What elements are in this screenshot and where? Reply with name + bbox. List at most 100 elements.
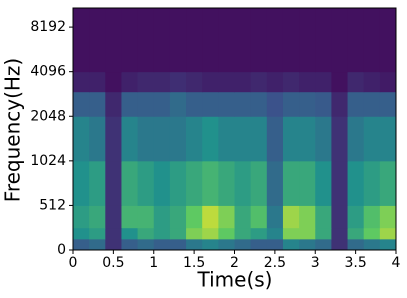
spectrogram-cell [186, 160, 203, 206]
spectrogram-cell [234, 91, 252, 117]
spectrogram-cell [299, 71, 316, 93]
spectrogram-cell [299, 8, 316, 73]
spectrogram-cell [186, 227, 203, 240]
spectrogram-cell [315, 116, 332, 162]
spectrogram-cell [137, 160, 155, 206]
x-tick-label: 1 [149, 255, 158, 271]
spectrogram-cell [299, 205, 316, 229]
spectrogram-cell [218, 205, 235, 229]
spectrogram-cell [331, 205, 349, 229]
spectrogram-cell [282, 160, 300, 206]
spectrogram-cell [121, 227, 139, 240]
spectrogram-cell [331, 238, 349, 251]
spectrogram-cell [331, 160, 349, 206]
y-axis-label: Frequency(Hz) [1, 58, 25, 202]
spectrogram-cell [315, 91, 332, 117]
spectrogram-cell [299, 160, 316, 206]
spectrogram-cell [202, 238, 219, 251]
spectrogram-cell [379, 91, 397, 117]
spectrogram-cell [266, 71, 284, 93]
spectrogram-cell [282, 227, 300, 240]
spectrogram-cell [73, 160, 90, 206]
spectrogram-cell [89, 116, 106, 162]
spectrogram-cell [153, 227, 171, 240]
spectrogram-cell [202, 227, 219, 240]
spectrogram-cell [379, 71, 397, 93]
x-tick-label: 4 [392, 255, 401, 271]
spectrogram-cell [363, 71, 381, 93]
spectrogram-cell [153, 71, 171, 93]
x-tick-label: 2.5 [264, 255, 286, 271]
spectrogram-cell [299, 227, 316, 240]
spectrogram-cell [250, 238, 268, 251]
spectrogram-cell [89, 160, 106, 206]
spectrogram-cell [250, 116, 268, 162]
spectrogram-cell [234, 227, 252, 240]
spectrogram-cell [347, 8, 365, 73]
spectrogram-cell [89, 238, 106, 251]
spectrogram-cell [105, 160, 122, 206]
spectrogram-cell [169, 91, 187, 117]
spectrogram-cell [331, 116, 349, 162]
spectrogram-cell [137, 116, 155, 162]
spectrogram-cell [331, 227, 349, 240]
spectrogram-cell [73, 238, 90, 251]
spectrogram-cell [89, 205, 106, 229]
spectrogram-cell [250, 227, 268, 240]
spectrogram-cell [186, 71, 203, 93]
spectrogram-cell [202, 205, 219, 229]
spectrogram-cell [121, 205, 139, 229]
y-tick-label: 512 [39, 197, 66, 213]
spectrogram-cell [347, 227, 365, 240]
spectrogram-cell [169, 227, 187, 240]
spectrogram-cell [363, 91, 381, 117]
spectrogram-cell [234, 71, 252, 93]
spectrogram-cell [218, 91, 235, 117]
spectrogram-cell [121, 91, 139, 117]
spectrogram-cell [250, 8, 268, 73]
spectrogram-cell [299, 116, 316, 162]
spectrogram-cell [73, 205, 90, 229]
spectrogram-cell [105, 8, 122, 73]
spectrogram-cell [137, 238, 155, 251]
spectrogram-cell [186, 91, 203, 117]
spectrogram-cell [153, 238, 171, 251]
spectrogram-cell [73, 8, 90, 73]
spectrogram-cell [186, 8, 203, 73]
spectrogram-cell [266, 160, 284, 206]
spectrogram-cell [379, 160, 397, 206]
spectrogram-cell [266, 8, 284, 73]
spectrogram-cell [347, 116, 365, 162]
spectrogram-cell [282, 116, 300, 162]
spectrogram-cell [153, 116, 171, 162]
spectrogram-cell [121, 8, 139, 73]
spectrogram-cell [218, 71, 235, 93]
spectrogram-cell [105, 71, 122, 93]
x-axis-label: Time(s) [197, 268, 273, 292]
spectrogram-cell [363, 205, 381, 229]
spectrogram-cell [121, 71, 139, 93]
spectrogram-cell [121, 160, 139, 206]
spectrogram-cell [73, 227, 90, 240]
spectrogram-cell [282, 205, 300, 229]
x-tick-label: 1.5 [183, 255, 205, 271]
spectrogram-cell [266, 238, 284, 251]
spectrogram-cell [315, 227, 332, 240]
spectrogram-cell [169, 8, 187, 73]
spectrogram-cell [299, 238, 316, 251]
spectrogram-cell [169, 116, 187, 162]
x-tick-label: 3 [311, 255, 320, 271]
y-tick-label: 8192 [30, 19, 66, 35]
spectrogram-cell [202, 71, 219, 93]
spectrogram-cell [89, 71, 106, 93]
spectrogram-cell [250, 205, 268, 229]
spectrogram-cell [363, 160, 381, 206]
spectrogram-cell [186, 205, 203, 229]
spectrogram-cell [202, 8, 219, 73]
spectrogram-cell [186, 238, 203, 251]
spectrogram-cell [137, 71, 155, 93]
spectrogram-cell [105, 227, 122, 240]
spectrogram-cell [331, 71, 349, 93]
x-tick-label: 0 [69, 255, 78, 271]
